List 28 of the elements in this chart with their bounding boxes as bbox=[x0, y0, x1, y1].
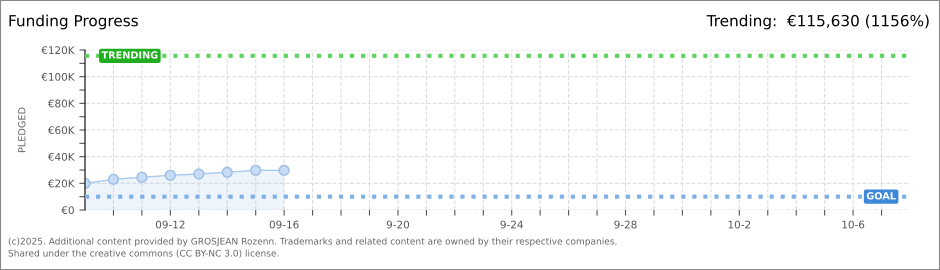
x-tick-label: 09-12 bbox=[156, 220, 184, 228]
point bbox=[193, 168, 204, 180]
point bbox=[222, 166, 233, 178]
text: Shared under the creative commons (CC BY-NC 3.0) license. bbox=[8, 250, 278, 258]
x-tick-label: 9-20 bbox=[386, 220, 410, 228]
y-tick-label: €20K bbox=[48, 180, 75, 188]
x-tick-label: 9-24 bbox=[500, 220, 523, 228]
chart-title: Funding Progress bbox=[10, 14, 138, 30]
point bbox=[278, 164, 290, 176]
y-tick-label: €60K bbox=[48, 126, 75, 134]
y-tick-label: €80K bbox=[48, 100, 75, 108]
ref-line-label: TRENDING bbox=[102, 51, 158, 59]
y-axis-title: PLEDGED bbox=[18, 108, 26, 152]
y-tick-label: €100K bbox=[41, 72, 75, 81]
x-tick-label: 10-6 bbox=[842, 220, 864, 228]
point bbox=[250, 164, 262, 176]
ref-line-label: GOAL bbox=[866, 192, 896, 200]
point bbox=[164, 170, 176, 181]
point bbox=[136, 172, 148, 183]
y-tick-label: €40K bbox=[48, 152, 75, 161]
x-tick-label: 9-28 bbox=[614, 220, 637, 228]
chart-subtitle: Trending: €115,630 (1156%) bbox=[706, 14, 929, 30]
text: (c)2025. Additional content provided by GROSJEAN Rozenn. Trademarks and related content are owned by their respective companies. bbox=[8, 238, 616, 246]
y-tick-label: €0 bbox=[61, 206, 74, 214]
point bbox=[108, 174, 120, 185]
x-tick-label: 09-16 bbox=[270, 220, 299, 228]
y-tick-label: €120K bbox=[41, 46, 75, 54]
x-tick-label: 10-2 bbox=[728, 220, 750, 228]
